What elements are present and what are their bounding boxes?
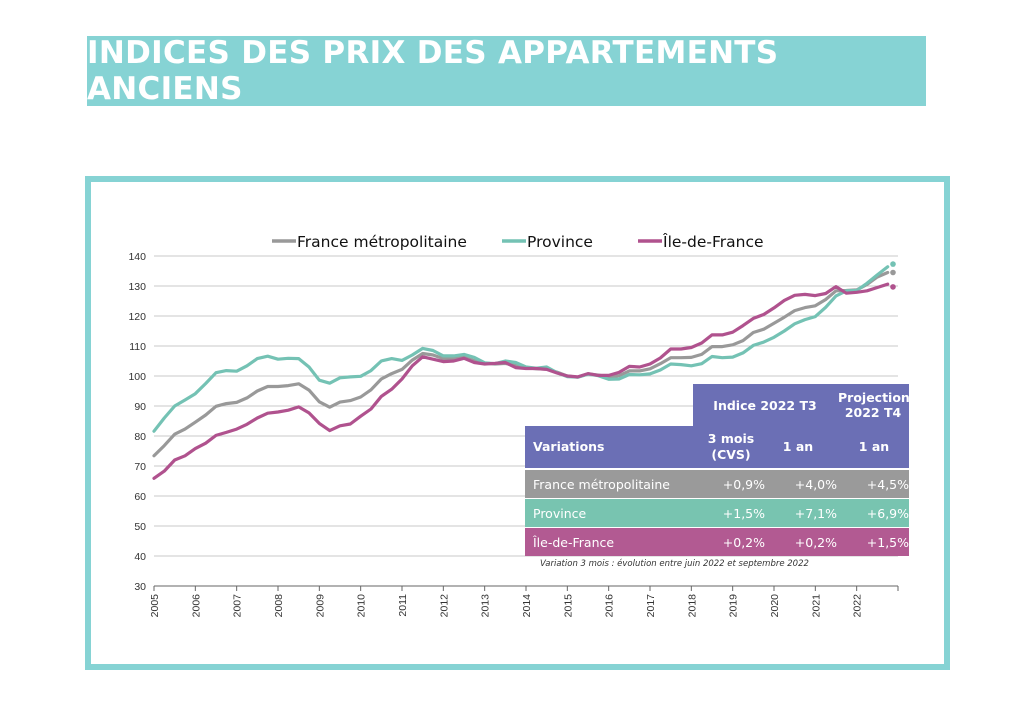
row-3m: +1,5%	[722, 505, 765, 521]
x-tick-label: 2005	[149, 594, 161, 618]
x-tick-label: 2017	[645, 594, 657, 618]
row-proj: +1,5%	[866, 534, 909, 550]
row-3m: +0,9%	[722, 476, 765, 492]
x-tick-label: 2021	[810, 594, 822, 618]
row-1y: +7,1%	[794, 505, 837, 521]
projection-point	[890, 284, 896, 290]
series-line	[152, 265, 890, 433]
x-tick-label: 2011	[397, 594, 409, 617]
x-tick-label: 2007	[232, 594, 244, 618]
projection-point	[890, 261, 896, 267]
x-tick-label: 2014	[521, 594, 533, 618]
y-tick-label: 70	[134, 461, 146, 473]
row-1y: +0,2%	[794, 534, 837, 550]
table-row-idf: Île-de-France +0,2% +0,2% +1,5%	[525, 528, 909, 556]
x-tick-label: 2019	[728, 594, 740, 618]
y-tick-label: 90	[134, 401, 146, 413]
row-3m: +0,2%	[722, 534, 765, 550]
variations-header: Variations	[533, 439, 605, 454]
projection-header: Projection 2022 T4	[838, 390, 910, 420]
y-tick-label: 30	[134, 581, 146, 593]
row-name: France métropolitaine	[533, 476, 670, 492]
table-footnote: Variation 3 mois : évolution entre juin …	[540, 559, 809, 569]
projection-point	[890, 269, 896, 276]
y-tick-label: 100	[128, 371, 146, 383]
legend-label: Île-de-France	[662, 232, 764, 251]
x-tick-label: 2016	[604, 594, 616, 618]
legend: France métropolitaine Province Île-de-Fran…	[272, 232, 764, 251]
row-proj: +4,5%	[866, 476, 909, 492]
x-tick-label: 2018	[686, 594, 698, 618]
y-tick-label: 80	[134, 431, 146, 443]
y-tick-label: 120	[128, 311, 146, 323]
row-1y: +4,0%	[794, 476, 837, 492]
y-tick-label: 140	[128, 251, 146, 263]
row-name: Île-de-France	[533, 534, 615, 550]
variations-header-row: Variations 3 mois (CVS) 1 an 1 an	[525, 426, 909, 468]
table-row-province: Province +1,5% +7,1% +6,9%	[525, 499, 909, 527]
axes: 30 40 50 60 70 80 90 100 110 120 130 140 2005 2006 200…	[128, 251, 899, 618]
projection-one-year-header: 1 an	[858, 439, 890, 454]
title-banner: INDICES DES PRIX DES APPARTEMENTS ANCIEN…	[87, 35, 926, 107]
one-year-header: 1 an	[782, 439, 814, 454]
projection-header-cell: Projection 2022 T4	[837, 384, 910, 426]
row-proj: +6,9%	[866, 505, 909, 521]
x-tick-label: 2020	[769, 594, 781, 618]
y-tick-label: 50	[134, 521, 146, 533]
legend-label: France métropolitaine	[297, 233, 467, 251]
x-tick-label: 2015	[562, 594, 574, 618]
y-tick-label: 130	[128, 281, 146, 293]
three-month-header: 3 mois (CVS)	[707, 431, 755, 462]
indice-header: Indice 2022 T3	[713, 397, 817, 413]
legend-label: Province	[527, 233, 593, 251]
y-tick-label: 40	[134, 551, 146, 563]
y-tick-label: 60	[134, 491, 146, 503]
variations-table: Indice 2022 T3 Projection 2022 T4 Variat…	[525, 384, 910, 556]
y-tick-label: 110	[129, 341, 146, 353]
page-title: INDICES DES PRIX DES APPARTEMENTS ANCIEN…	[87, 35, 779, 107]
series-line	[152, 282, 890, 480]
indice-header-cell: Indice 2022 T3	[693, 384, 837, 426]
table-row-france: France métropolitaine +0,9% +4,0% +4,5%	[525, 470, 909, 498]
x-tick-label: 2008	[273, 594, 285, 618]
row-name: Province	[533, 505, 587, 521]
series-lines	[152, 265, 890, 480]
x-tick-label: 2013	[480, 594, 492, 618]
x-tick-label: 2010	[356, 594, 368, 618]
x-tick-label: 2009	[314, 594, 326, 618]
x-tick-label: 2006	[190, 594, 202, 618]
x-tick-label: 2022	[852, 594, 864, 618]
x-tick-label: 2012	[438, 594, 450, 618]
projection-points	[890, 261, 896, 290]
